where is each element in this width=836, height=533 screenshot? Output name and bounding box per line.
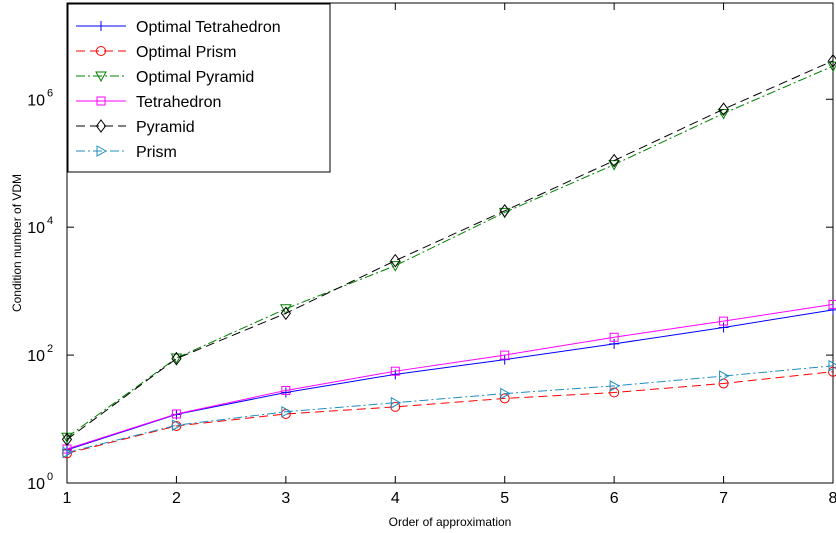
- series-4-point-2: [280, 306, 291, 321]
- series-0-point-2: [280, 387, 291, 398]
- legend-label-4: Pyramid: [136, 119, 195, 136]
- series-5-point-4: [500, 387, 511, 400]
- series-2-point-3: [389, 261, 402, 272]
- x-tick-label: 8: [829, 490, 836, 507]
- x-tick-label: 5: [500, 490, 509, 507]
- series-line-5: [66, 365, 834, 453]
- series-3-point-7: [828, 299, 836, 309]
- series-3-point-2: [281, 385, 291, 395]
- x-tick-label: 2: [172, 490, 181, 507]
- series-0-point-7: [828, 304, 836, 315]
- series-5-point-7: [828, 359, 836, 372]
- series-0-point-4: [499, 354, 510, 365]
- y-tick-exponent: 4: [47, 215, 53, 227]
- series-line-2: [66, 65, 834, 438]
- x-tick-label: 4: [391, 490, 400, 507]
- x-tick-label: 6: [610, 490, 619, 507]
- legend-marker-4: [95, 119, 107, 133]
- series-5-point-1: [171, 419, 183, 432]
- y-tick-exponent: 2: [47, 343, 53, 355]
- series-line-0: [66, 309, 834, 451]
- series-3-point-4: [500, 350, 510, 360]
- y-tick-exponent: 6: [47, 87, 53, 99]
- legend-marker-5: [96, 145, 108, 157]
- y-tick-exponent: 0: [47, 471, 53, 483]
- series-4-point-6: [718, 102, 729, 117]
- x-tick-label: 7: [719, 490, 728, 507]
- series-5: [62, 359, 836, 459]
- x-axis-label: Order of approximation: [389, 515, 512, 529]
- legend-label-0: Optimal Tetrahedron: [136, 19, 281, 36]
- series-4-point-4: [499, 204, 510, 218]
- series-3: [62, 299, 836, 454]
- series-line-3: [66, 303, 834, 450]
- series-3-point-6: [719, 316, 729, 326]
- y-tick-label: 10: [27, 348, 45, 365]
- legend-label-5: Prism: [136, 144, 177, 161]
- legend-label-2: Optimal Pyramid: [136, 69, 254, 86]
- series-3-point-1: [171, 409, 181, 419]
- series-5-point-0: [62, 446, 74, 459]
- legend: Optimal Tetrahedron Optimal Prism Optimal …: [67, 3, 331, 173]
- series-3-point-3: [390, 366, 400, 376]
- legend-label-3: Tetrahedron: [136, 94, 221, 111]
- series-2-point-1: [170, 353, 183, 365]
- series-2-point-6: [717, 108, 730, 120]
- legend-marker-0: [96, 21, 106, 31]
- y-tick-label: 10: [27, 92, 45, 109]
- series-0-point-6: [718, 322, 729, 333]
- x-tick-label: 3: [281, 490, 290, 507]
- series-4-point-1: [171, 351, 182, 366]
- series-0-point-5: [609, 338, 620, 349]
- legend-marker-1: [96, 46, 106, 56]
- series-4-point-7: [827, 53, 836, 68]
- y-tick-label: 10: [27, 476, 45, 493]
- series-5-point-6: [719, 370, 730, 382]
- series-line-4: [66, 60, 834, 440]
- legend-label-1: Optimal Prism: [136, 44, 236, 61]
- series-5-point-2: [281, 405, 292, 418]
- series-4-point-3: [390, 253, 401, 268]
- series-5-point-5: [609, 380, 621, 392]
- legend-box: [67, 3, 331, 173]
- series-4-point-5: [609, 153, 620, 168]
- series-4-point-0: [61, 432, 73, 447]
- series-layer: [61, 53, 836, 459]
- legend-marker-2: [95, 71, 107, 83]
- series-1-point-7: [828, 366, 836, 377]
- series-3-point-5: [609, 332, 619, 342]
- series-line-1: [66, 371, 834, 454]
- series-2-point-2: [280, 304, 292, 315]
- series-1-point-5: [609, 387, 620, 398]
- y-axis-label: Condition number of VDM: [10, 174, 24, 312]
- x-tick-label: 1: [63, 490, 72, 507]
- legend-marker-3: [96, 96, 106, 106]
- series-4: [61, 53, 836, 447]
- y-tick-label: 10: [27, 220, 45, 237]
- series-5-point-3: [390, 396, 402, 409]
